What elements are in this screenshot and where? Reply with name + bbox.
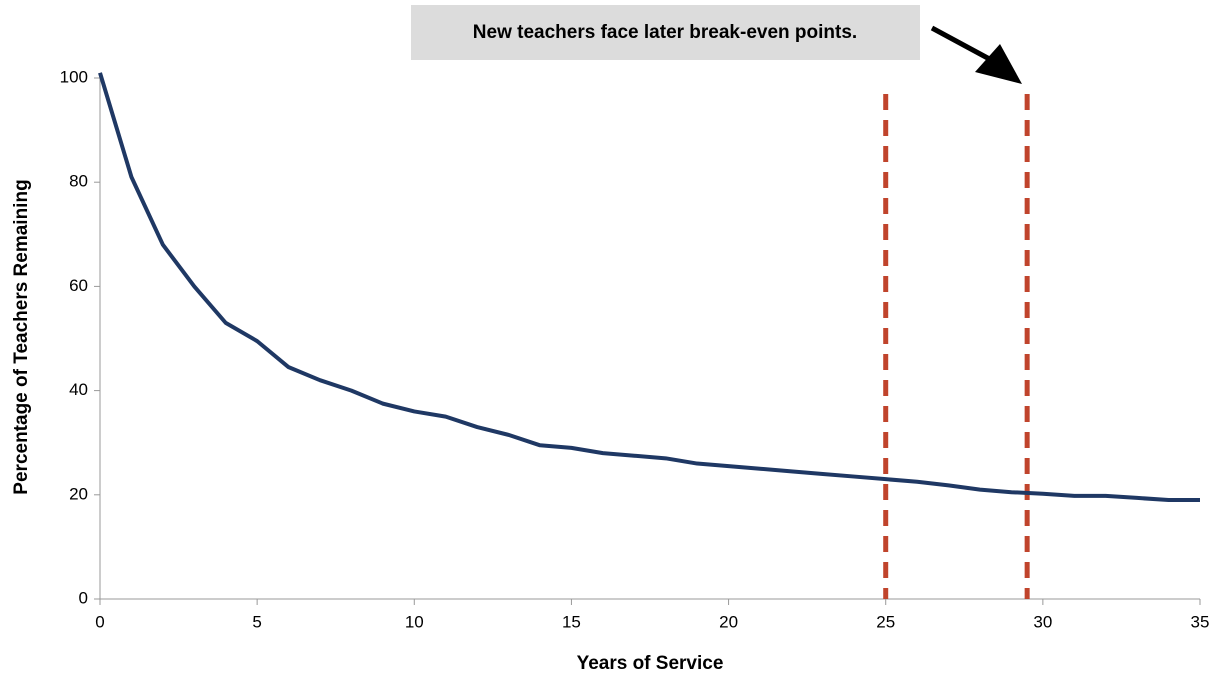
arrow-shaft bbox=[930, 25, 997, 65]
y-tick-label: 100 bbox=[60, 67, 88, 86]
x-axis-label: Years of Service bbox=[577, 653, 724, 674]
annotation-box bbox=[411, 5, 920, 60]
y-tick-label: 60 bbox=[69, 276, 88, 295]
data-line bbox=[98, 72, 1200, 503]
y-tick-label: 80 bbox=[69, 172, 88, 191]
y-tick-label: 20 bbox=[69, 484, 88, 503]
annotation: New teachers face later break-even point… bbox=[473, 22, 857, 43]
x-tick-label: 15 bbox=[562, 612, 581, 631]
x-tick-label: 5 bbox=[252, 612, 261, 631]
x-tick-label: 10 bbox=[405, 612, 424, 631]
arrow-head bbox=[975, 44, 1022, 84]
y-tick-label: 0 bbox=[79, 588, 88, 607]
x-tick-label: 20 bbox=[719, 612, 738, 631]
y-axis-label: Percentage of Teachers Remaining bbox=[11, 179, 32, 494]
x-tick-label: 30 bbox=[1033, 612, 1052, 631]
x-tick-label: 35 bbox=[1191, 612, 1210, 631]
x-tick-label: 0 bbox=[95, 612, 104, 631]
x-tick-label: 25 bbox=[876, 612, 895, 631]
y-tick-label: 40 bbox=[69, 380, 88, 399]
